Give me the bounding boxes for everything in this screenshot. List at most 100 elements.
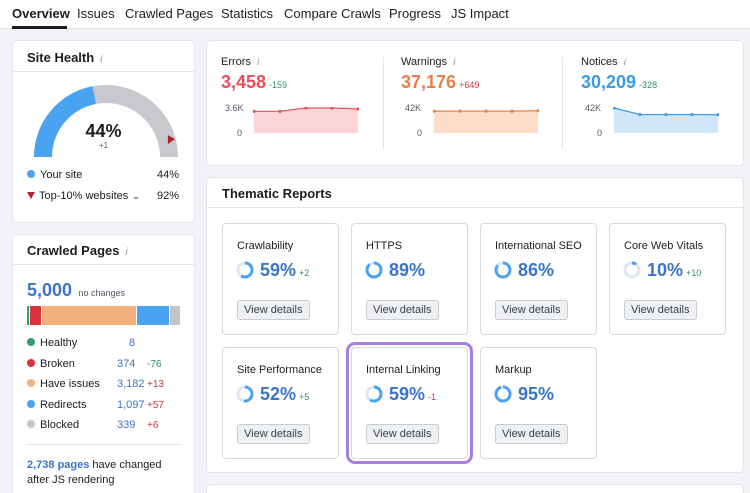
sparkline-point <box>638 112 642 117</box>
metric-label: Warnings i <box>401 56 456 68</box>
sparkline-errors[interactable] <box>253 107 359 133</box>
axis-min-label: 0 <box>237 128 243 138</box>
issues-metrics-card: Errors i 3,458 -159 3.6K 0 Warnings i 37,176 +649… <box>206 40 744 166</box>
tab-overview[interactable]: Overview <box>12 6 70 21</box>
sparkline-warnings[interactable] <box>433 107 539 133</box>
crawled-legend-broken[interactable]: Broken <box>27 358 75 370</box>
segment-healthy[interactable] <box>27 306 29 325</box>
divider <box>27 444 180 445</box>
report-score[interactable]: 95% <box>518 384 555 404</box>
tab-compare-crawls[interactable]: Compare Crawls <box>284 6 381 21</box>
info-icon[interactable]: i <box>100 54 103 65</box>
ring-fill <box>236 261 254 279</box>
ring-fill <box>494 261 512 279</box>
view-details-button[interactable]: View details <box>366 424 439 444</box>
axis-max-label: 42K <box>405 103 422 113</box>
progress-ring-icon <box>236 261 254 279</box>
metric-label: Errors i <box>221 56 260 68</box>
segment-broken[interactable] <box>29 306 41 325</box>
progress-ring-icon <box>365 385 383 403</box>
progress-ring-icon <box>236 385 254 403</box>
legend-dot-icon <box>27 420 35 429</box>
divider <box>13 71 194 72</box>
legend-top10[interactable]: Top-10% websites ⌄ <box>27 190 140 202</box>
metric-label: Notices i <box>581 56 626 68</box>
progress-ring-icon <box>494 385 512 403</box>
info-icon[interactable]: i <box>125 247 128 258</box>
progress-ring-icon <box>623 261 641 279</box>
crawled-value[interactable]: 1,097 <box>117 398 145 411</box>
report-score[interactable]: 52% +5 <box>260 384 310 404</box>
ring-fill <box>365 261 383 279</box>
site-health-title: Site Health i <box>27 50 103 65</box>
legend-dot-icon <box>27 399 35 408</box>
info-icon[interactable]: i <box>453 57 456 68</box>
metric-value-warnings[interactable]: 37,176 +649 <box>401 72 480 92</box>
sparkline-area <box>254 108 358 133</box>
sparkline-area <box>614 108 718 133</box>
divider <box>562 57 563 149</box>
sparkline-notices[interactable] <box>613 107 719 133</box>
view-details-button[interactable]: View details <box>495 424 568 444</box>
crawled-value[interactable]: 339 <box>117 419 136 432</box>
tab-crawled-pages[interactable]: Crawled Pages <box>125 6 214 21</box>
view-details-button[interactable]: View details <box>366 300 439 320</box>
chevron-down-icon[interactable]: ⌄ <box>132 191 140 201</box>
sparkline-point <box>613 107 616 110</box>
segment-blocked[interactable] <box>169 306 180 325</box>
thematic-reports-card: Thematic Reports Crawlability 59% +2 View d… <box>206 177 744 473</box>
tab-js-impact[interactable]: JS Impact <box>451 6 509 21</box>
crawled-delta: +57 <box>147 399 164 411</box>
sparkline-point <box>716 113 719 117</box>
crawled-pages-bar[interactable] <box>27 306 180 325</box>
crawled-value[interactable]: 3,182 <box>117 378 145 391</box>
crawled-legend-blocked[interactable]: Blocked <box>27 419 79 431</box>
report-card-markup: Markup 95% View details <box>480 347 597 459</box>
metric-value-errors[interactable]: 3,458 -159 <box>221 72 288 92</box>
top-10-marker-icon <box>167 135 175 145</box>
info-icon[interactable]: i <box>256 57 260 68</box>
changed-pages-link[interactable]: 2,738 pages <box>27 459 90 471</box>
view-details-button[interactable]: View details <box>237 424 310 444</box>
tab-bar: Overview Issues Crawled Pages Statistics… <box>0 0 750 29</box>
report-score[interactable]: 59% +2 <box>260 260 310 280</box>
segment-have-issues[interactable] <box>41 306 136 325</box>
report-score[interactable]: 86% <box>518 260 555 280</box>
tab-statistics[interactable]: Statistics <box>221 6 274 21</box>
tab-progress[interactable]: Progress <box>389 6 442 21</box>
sparkline-point <box>484 109 488 113</box>
report-score[interactable]: 59% -1 <box>389 384 437 404</box>
crawled-legend-have-issues[interactable]: Have issues <box>27 378 100 390</box>
report-score[interactable]: 89% <box>389 260 426 280</box>
legend-your-site: Your site <box>27 169 82 181</box>
legend-dot-icon <box>27 358 35 367</box>
crawled-delta: +13 <box>147 379 164 391</box>
progress-ring-icon <box>365 261 383 279</box>
sparkline-point <box>253 109 256 113</box>
ring-fill <box>236 385 254 403</box>
report-name: Crawlability <box>237 240 294 252</box>
report-card-https: HTTPS 89% View details <box>351 223 468 335</box>
your-site-value: 44% <box>157 169 180 181</box>
view-details-button[interactable]: View details <box>237 300 310 320</box>
divider <box>207 207 743 208</box>
axis-min-label: 0 <box>597 128 603 138</box>
crawled-value[interactable]: 8 <box>129 337 136 349</box>
crawled-legend-healthy[interactable]: Healthy <box>27 337 77 349</box>
report-score[interactable]: 10% +10 <box>647 260 702 280</box>
crawled-value[interactable]: 374 <box>117 357 136 370</box>
gauge-your-site-arc <box>34 86 97 158</box>
crawled-legend-redirects[interactable]: Redirects <box>27 399 86 411</box>
segment-redirects[interactable] <box>136 306 169 325</box>
sparkline-point <box>536 109 539 113</box>
report-name: Core Web Vitals <box>624 240 704 252</box>
info-icon[interactable]: i <box>623 57 626 68</box>
view-details-button[interactable]: View details <box>624 300 697 320</box>
view-details-button[interactable]: View details <box>495 300 568 320</box>
sparkline-point <box>690 112 694 117</box>
report-name: International SEO <box>495 240 582 252</box>
metric-value-notices[interactable]: 30,209 -328 <box>581 72 658 92</box>
crawled-delta: -76 <box>147 358 162 370</box>
tab-issues[interactable]: Issues <box>77 6 115 21</box>
report-name: Internal Linking <box>366 364 441 376</box>
